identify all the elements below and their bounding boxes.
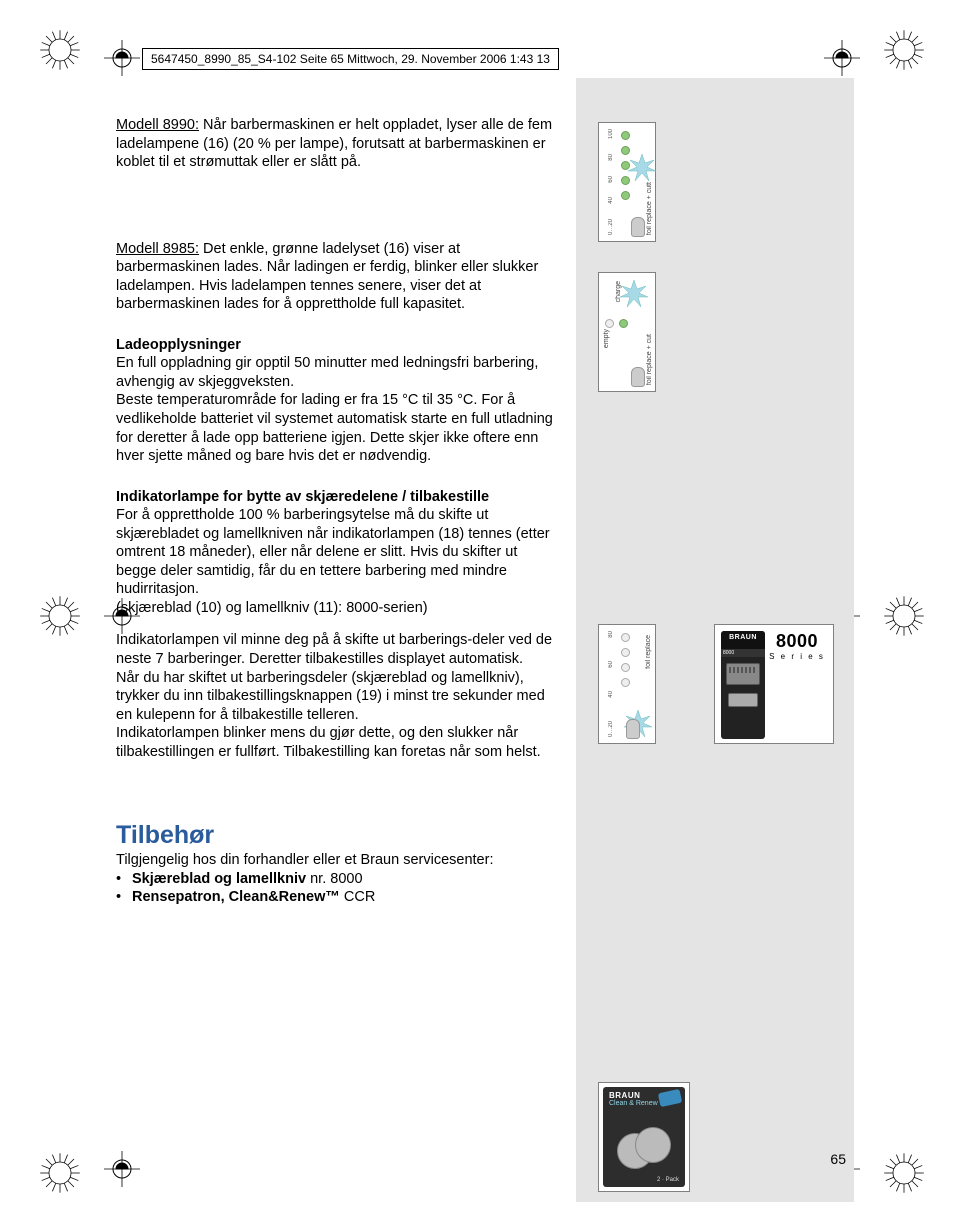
registration-mark-icon bbox=[38, 1151, 82, 1195]
led-column bbox=[621, 633, 631, 687]
empty-label: empty bbox=[603, 329, 610, 348]
reset-button-icon bbox=[631, 217, 645, 237]
led-indicator-icon bbox=[621, 131, 630, 140]
model-8990-paragraph: Modell 8990: Når barbermaskinen er helt … bbox=[116, 116, 556, 172]
pkg-model: 8000 bbox=[721, 649, 765, 657]
cr-pack-label: 2 · Pack bbox=[657, 1177, 679, 1183]
led-indicator-icon bbox=[619, 319, 628, 328]
tick-label: 60 bbox=[608, 661, 614, 668]
model-8985-label: Modell 8985: bbox=[116, 241, 199, 257]
tick-label: 0…20 bbox=[608, 219, 614, 235]
diagram-8000-series-pack: BRAUN 8000 8000 S e r i e s bbox=[714, 624, 834, 744]
series-label: 8000 S e r i e s bbox=[767, 631, 827, 661]
registration-mark-icon bbox=[882, 594, 926, 638]
diagram-foil-replace: 80 60 40 0…20 foil replace bbox=[598, 624, 656, 744]
registration-mark-icon bbox=[882, 28, 926, 72]
tick-label: 60 bbox=[608, 176, 614, 183]
page: 5647450_8990_85_S4-102 Seite 65 Mittwoch… bbox=[0, 0, 954, 1223]
crop-mark-icon bbox=[104, 1151, 140, 1187]
diagram-empty-charge: empty charge foil replace + cut bbox=[598, 272, 656, 392]
pkg-brand: BRAUN bbox=[721, 631, 765, 649]
tick-label: 100 bbox=[608, 129, 614, 139]
registration-mark-icon bbox=[38, 28, 82, 72]
lade-heading: Ladeopplysninger bbox=[116, 336, 556, 355]
print-header-text: 5647450_8990_85_S4-102 Seite 65 Mittwoch… bbox=[151, 52, 550, 66]
tilbehor-item-2-bold: Rensepatron, Clean&Renew™ bbox=[132, 889, 340, 905]
led-indicator-icon bbox=[621, 191, 630, 200]
main-text-column: Modell 8990: Når barbermaskinen er helt … bbox=[116, 116, 556, 907]
indikator-body-2: Indikatorlampen vil minne deg på å skift… bbox=[116, 631, 556, 761]
crop-mark-icon bbox=[824, 40, 860, 76]
indikator-heading: Indikatorlampe for bytte av skjæredelene… bbox=[116, 488, 556, 507]
series-number: 8000 bbox=[767, 631, 827, 652]
page-number: 65 bbox=[830, 1151, 846, 1167]
replacement-pack-icon: BRAUN 8000 bbox=[721, 631, 765, 739]
tilbehor-list: Skjæreblad og lamellkniv nr. 8000 Rensep… bbox=[116, 870, 556, 907]
foil-replace-label: foil replace bbox=[645, 635, 652, 669]
registration-mark-icon bbox=[882, 1151, 926, 1195]
foil-replace-label: foil replace + cut bbox=[646, 334, 653, 385]
tilbehor-item-1: Skjæreblad og lamellkniv nr. 8000 bbox=[116, 870, 556, 889]
tick-column: 80 60 40 0…20 bbox=[603, 631, 619, 737]
led-indicator-icon bbox=[605, 319, 614, 328]
tick-label: 40 bbox=[608, 197, 614, 204]
cartridge-pair-icon bbox=[617, 1127, 673, 1171]
flash-burst-icon bbox=[627, 153, 657, 183]
foil-icon bbox=[728, 693, 758, 707]
led-indicator-icon bbox=[621, 663, 630, 672]
diagram-clean-renew-pack: BRAUN Clean & Renew 2 · Pack bbox=[598, 1082, 690, 1192]
tilbehor-item-2-rest: CCR bbox=[340, 889, 375, 905]
tick-label: 40 bbox=[608, 691, 614, 698]
tilbehor-item-1-rest: nr. 8000 bbox=[306, 871, 362, 887]
tick-label: 80 bbox=[608, 631, 614, 638]
series-word: S e r i e s bbox=[767, 652, 827, 661]
flash-burst-icon bbox=[619, 279, 649, 309]
tick-column: 100 80 60 40 0…20 bbox=[603, 129, 619, 235]
model-8990-label: Modell 8990: bbox=[116, 117, 199, 133]
tilbehor-intro: Tilgjengelig hos din forhandler eller et… bbox=[116, 851, 556, 870]
tilbehor-item-1-bold: Skjæreblad og lamellkniv bbox=[132, 871, 306, 887]
reset-button-icon bbox=[631, 367, 645, 387]
print-header-box: 5647450_8990_85_S4-102 Seite 65 Mittwoch… bbox=[142, 48, 559, 70]
foil-replace-label: foil replace + cutt bbox=[646, 182, 653, 235]
clean-renew-box-icon: BRAUN Clean & Renew 2 · Pack bbox=[603, 1087, 685, 1187]
tick-label: 0…20 bbox=[608, 721, 614, 737]
crop-mark-icon bbox=[104, 40, 140, 76]
cutter-cassette-icon bbox=[726, 663, 760, 685]
led-indicator-icon bbox=[621, 678, 630, 687]
lade-body: En full oppladning gir opptil 50 minutte… bbox=[116, 354, 556, 465]
tilbehor-item-2: Rensepatron, Clean&Renew™ CCR bbox=[116, 888, 556, 907]
model-8985-paragraph: Modell 8985: Det enkle, grønne ladelyset… bbox=[116, 240, 556, 314]
diagram-charge-5-led: 100 80 60 40 0…20 foil replace + cutt bbox=[598, 122, 656, 242]
indikator-body-1: For å opprettholde 100 % barberingsytels… bbox=[116, 506, 556, 617]
reset-button-icon bbox=[626, 719, 640, 739]
tilbehor-heading: Tilbehør bbox=[116, 819, 556, 851]
registration-mark-icon bbox=[38, 594, 82, 638]
led-indicator-icon bbox=[621, 648, 630, 657]
tick-label: 80 bbox=[608, 154, 614, 161]
led-indicator-icon bbox=[621, 633, 630, 642]
